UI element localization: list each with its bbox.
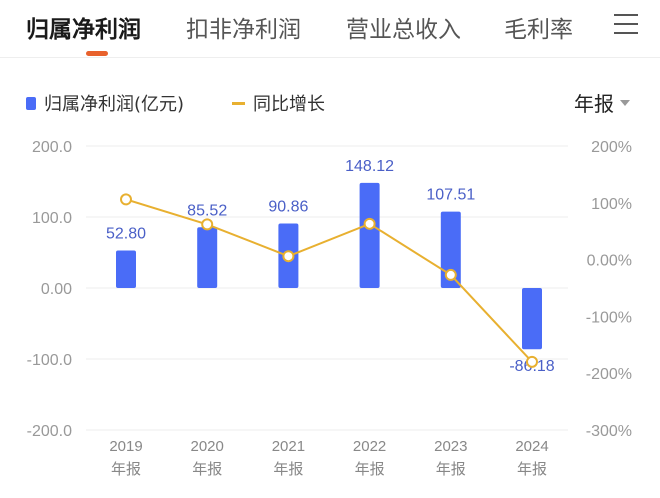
metric-tabs: 归属净利润 扣非净利润 营业总收入 毛利率 <box>0 0 660 58</box>
growth-point <box>526 355 538 368</box>
tab-net-profit[interactable]: 归属净利润 <box>26 17 141 43</box>
legend-line-label: 同比增长 <box>253 94 325 115</box>
bar-data-label: 107.51 <box>426 187 475 204</box>
bar <box>359 182 380 288</box>
tab-deducted-net-profit[interactable]: 扣非净利润 <box>186 17 301 43</box>
left-axis-tick: 0.00 <box>41 281 72 298</box>
growth-point <box>363 217 376 230</box>
right-axis-tick: 0.00% <box>587 253 632 270</box>
bar-data-label: 90.86 <box>268 198 308 215</box>
bar <box>440 211 461 288</box>
tab-gross-margin[interactable]: 毛利率 <box>504 17 573 43</box>
period-selector[interactable]: 年报 <box>574 88 630 117</box>
tab-total-revenue[interactable]: 营业总收入 <box>346 17 461 43</box>
legend-bar-label: 归属净利润(亿元) <box>44 94 185 115</box>
growth-point <box>201 218 214 231</box>
x-axis-tick: 2023 <box>434 438 467 455</box>
x-axis-tick: 2020 <box>191 438 224 455</box>
left-axis-tick: 100.0 <box>32 210 72 227</box>
right-axis-tick: -100% <box>586 309 632 326</box>
hamburger-menu-icon[interactable] <box>614 14 638 34</box>
x-axis-sublabel: 年报 <box>517 461 547 478</box>
bar-data-label: 52.80 <box>106 226 146 243</box>
right-axis-tick: 200% <box>591 139 632 156</box>
growth-point <box>120 193 132 206</box>
bar <box>197 227 218 288</box>
left-axis-tick: -200.0 <box>27 423 72 440</box>
left-axis-tick: -100.0 <box>27 352 72 369</box>
x-axis-sublabel: 年报 <box>192 461 222 478</box>
right-axis-tick: -200% <box>586 366 632 383</box>
x-axis-tick: 2024 <box>515 438 548 455</box>
chevron-down-icon <box>620 99 630 106</box>
growth-point <box>282 250 295 263</box>
period-value: 年报 <box>574 92 614 116</box>
bar-data-label: 148.12 <box>345 158 394 175</box>
left-axis-tick: 200.0 <box>32 139 72 156</box>
active-tab-indicator <box>86 51 108 56</box>
x-axis-tick: 2021 <box>272 438 305 455</box>
bar <box>116 250 136 288</box>
x-axis-tick: 2019 <box>109 438 142 455</box>
legend-bar[interactable]: 归属净利润(亿元) <box>26 90 184 116</box>
legend-line[interactable]: 同比增长 <box>232 90 325 116</box>
right-axis-tick: -300% <box>586 423 632 440</box>
x-axis-sublabel: 年报 <box>273 461 303 478</box>
growth-point <box>444 268 457 281</box>
bar-swatch <box>26 96 36 110</box>
x-axis-sublabel: 年报 <box>355 461 385 478</box>
bar <box>522 288 542 350</box>
growth-line <box>125 198 533 363</box>
right-axis-tick: 100% <box>591 196 632 213</box>
x-axis-sublabel: 年报 <box>111 461 141 478</box>
x-axis-tick: 2022 <box>353 438 386 455</box>
x-axis-sublabel: 年报 <box>436 461 466 478</box>
bar-data-label: 85.52 <box>187 202 227 219</box>
line-swatch <box>232 101 245 105</box>
